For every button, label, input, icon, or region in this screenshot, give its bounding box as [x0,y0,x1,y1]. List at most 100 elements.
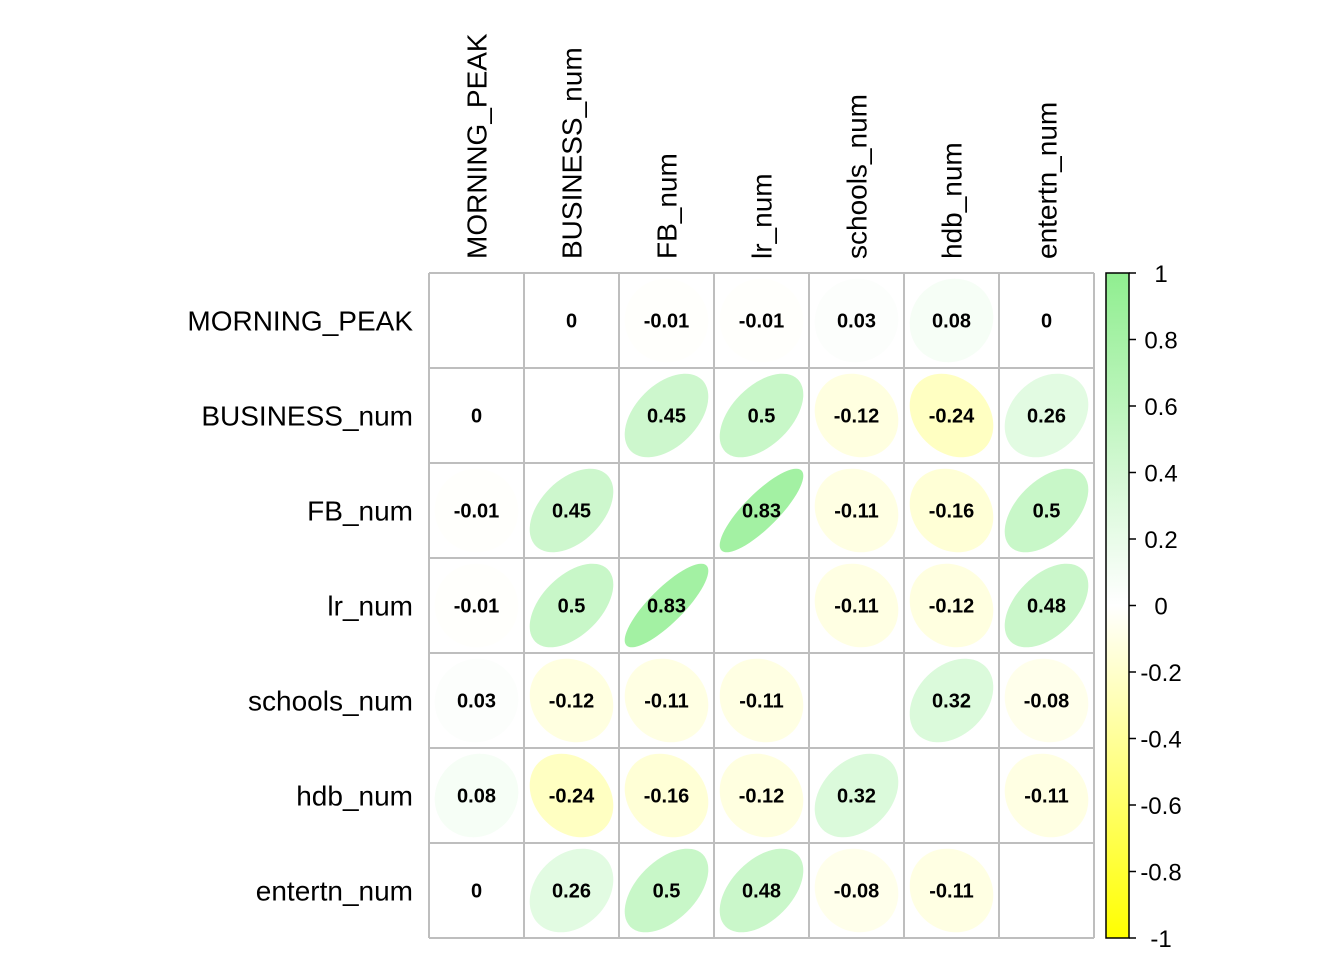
grid-layer [428,272,1095,939]
cell-value-BUSINESS_num-lr_num: 0.5 [748,406,776,428]
cell-value-entertn_num-MORNING_PEAK: 0 [471,881,482,903]
correlation-ellipse-FB_num-hdb_num [909,468,994,553]
correlation-ellipse-MORNING_PEAK-FB_num [624,278,709,363]
correlation-ellipse-lr_num-MORNING_PEAK [434,563,519,648]
legend-tick-label: 0.2 [1144,527,1177,554]
cell-value-lr_num-MORNING_PEAK: -0.01 [454,596,500,618]
row-label-FB_num: FB_num [307,496,413,527]
cell-value-MORNING_PEAK-BUSINESS_num: 0 [566,311,577,333]
cell-value-FB_num-entertn_num: 0.5 [1033,501,1061,523]
correlation-ellipse-FB_num-lr_num [719,468,804,553]
correlation-ellipse-MORNING_PEAK-lr_num [719,278,804,363]
correlation-ellipse-schools_num-FB_num [624,658,709,743]
correlation-ellipse-entertn_num-FB_num [624,848,709,933]
cell-value-hdb_num-BUSINESS_num: -0.24 [549,786,595,808]
cell-value-lr_num-FB_num: 0.83 [647,596,686,618]
cell-value-lr_num-BUSINESS_num: 0.5 [558,596,586,618]
correlation-ellipse-entertn_num-lr_num [719,848,804,933]
correlation-ellipse-MORNING_PEAK-schools_num [814,278,899,363]
cell-value-schools_num-entertn_num: -0.08 [1024,691,1070,713]
legend-tick-label: 0.4 [1144,461,1177,488]
correlation-ellipse-BUSINESS_num-entertn_num [1004,373,1089,458]
cell-value-FB_num-lr_num: 0.83 [742,501,781,523]
ellipse-layer [434,278,1089,933]
row-label-entertn_num: entertn_num [256,876,413,907]
correlation-ellipse-lr_num-hdb_num [909,563,994,648]
cell-value-entertn_num-hdb_num: -0.11 [929,881,973,903]
correlation-ellipse-MORNING_PEAK-entertn_num [1004,278,1089,363]
correlation-ellipse-FB_num-entertn_num [1004,468,1089,553]
column-label-entertn_num: entertn_num [1032,102,1063,259]
correlation-ellipse-BUSINESS_num-schools_num [814,373,899,458]
cell-value-hdb_num-FB_num: -0.16 [644,786,690,808]
cell-value-BUSINESS_num-schools_num: -0.12 [834,406,880,428]
correlation-ellipse-entertn_num-MORNING_PEAK [434,848,519,933]
legend-tick-label: -0.8 [1140,860,1181,887]
cell-value-schools_num-BUSINESS_num: -0.12 [549,691,595,713]
correlation-ellipse-lr_num-BUSINESS_num [529,563,614,648]
value-layer: 0 -0.01 -0.01 0.03 0.08 0 0 0.45 0.5 -0.12 -0.24 0.… [454,311,1070,903]
cell-value-schools_num-lr_num: -0.11 [739,691,783,713]
cell-value-FB_num-MORNING_PEAK: -0.01 [454,501,500,523]
cell-value-MORNING_PEAK-hdb_num: 0.08 [932,311,971,333]
column-label-hdb_num: hdb_num [937,142,968,259]
row-labels: MORNING_PEAK BUSINESS_num FB_num lr_numscho… [187,306,413,907]
cell-value-MORNING_PEAK-schools_num: 0.03 [837,311,876,333]
cell-value-hdb_num-schools_num: 0.32 [837,786,876,808]
correlation-ellipse-BUSINESS_num-hdb_num [909,373,994,458]
correlation-ellipse-lr_num-FB_num [624,563,709,648]
cell-value-lr_num-hdb_num: -0.12 [929,596,975,618]
row-label-hdb_num: hdb_num [296,781,413,812]
correlation-ellipse-entertn_num-schools_num [814,848,899,933]
correlation-ellipse-BUSINESS_num-lr_num [719,373,804,458]
cell-value-BUSINESS_num-hdb_num: -0.24 [929,406,975,428]
correlation-ellipse-entertn_num-hdb_num [909,848,994,933]
legend-tick-label: 0.6 [1144,394,1177,421]
correlation-ellipse-hdb_num-FB_num [624,753,709,838]
correlation-ellipse-lr_num-schools_num [814,563,899,648]
correlation-ellipse-BUSINESS_num-MORNING_PEAK [434,373,519,458]
correlation-ellipse-hdb_num-BUSINESS_num [529,753,614,838]
legend-tick-label: 1 [1154,261,1167,288]
cell-value-lr_num-schools_num: -0.11 [834,596,878,618]
cell-value-lr_num-entertn_num: 0.48 [1027,596,1066,618]
correlation-ellipse-lr_num-entertn_num [1004,563,1089,648]
correlation-ellipse-hdb_num-lr_num [719,753,804,838]
correlation-ellipse-FB_num-schools_num [814,468,899,553]
row-label-lr_num: lr_num [327,591,413,622]
correlation-ellipse-schools_num-MORNING_PEAK [434,658,519,743]
legend-tick-label: -0.6 [1140,793,1181,820]
cell-value-schools_num-FB_num: -0.11 [644,691,688,713]
cell-value-entertn_num-FB_num: 0.5 [653,881,681,903]
correlation-ellipse-hdb_num-schools_num [814,753,899,838]
cell-value-MORNING_PEAK-lr_num: -0.01 [739,311,785,333]
cell-value-FB_num-hdb_num: -0.16 [929,501,975,523]
correlation-ellipse-hdb_num-MORNING_PEAK [434,753,519,838]
legend-tick-label: -1 [1150,926,1171,953]
correlation-ellipse-BUSINESS_num-FB_num [624,373,709,458]
legend-tick-label: -0.4 [1140,727,1181,754]
cell-value-BUSINESS_num-MORNING_PEAK: 0 [471,406,482,428]
correlation-ellipse-MORNING_PEAK-hdb_num [909,278,994,363]
cell-value-hdb_num-entertn_num: -0.11 [1024,786,1068,808]
correlation-ellipse-schools_num-BUSINESS_num [529,658,614,743]
row-label-schools_num: schools_num [248,686,413,717]
legend-tick-label: -0.2 [1140,660,1181,687]
row-label-BUSINESS_num: BUSINESS_num [201,401,413,432]
correlation-ellipse-FB_num-MORNING_PEAK [434,468,519,553]
column-labels: MORNING_PEAK BUSINESS_num FB_num lr_num scho… [462,33,1063,259]
legend-tick-label: 0.8 [1144,328,1177,355]
color-legend: 1 0.8 0.6 0.4 0.2 0 -0.2 -0.4 -0.6 -0.8 -1 [1105,261,1182,953]
cell-value-MORNING_PEAK-FB_num: -0.01 [644,311,690,333]
cell-value-entertn_num-BUSINESS_num: 0.26 [552,881,591,903]
correlation-ellipse-entertn_num-BUSINESS_num [529,848,614,933]
cell-value-schools_num-hdb_num: 0.32 [932,691,971,713]
cell-value-hdb_num-lr_num: -0.12 [739,786,785,808]
correlation-ellipse-schools_num-hdb_num [909,658,994,743]
correlation-ellipse-hdb_num-entertn_num [1004,753,1089,838]
column-label-BUSINESS_num: BUSINESS_num [557,47,588,259]
column-label-MORNING_PEAK: MORNING_PEAK [462,33,493,259]
cell-value-MORNING_PEAK-entertn_num: 0 [1041,311,1052,333]
legend-tick-label: 0 [1154,594,1167,621]
